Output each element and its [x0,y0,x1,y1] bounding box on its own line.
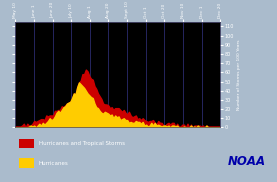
Bar [19,139,34,148]
Text: Hurricanes: Hurricanes [39,161,68,166]
Bar [19,159,34,168]
Y-axis label: Number of Storms per 100 Years: Number of Storms per 100 Years [237,39,240,110]
Text: NOAA: NOAA [227,155,266,168]
Text: Hurricanes and Tropical Storms: Hurricanes and Tropical Storms [39,141,124,146]
